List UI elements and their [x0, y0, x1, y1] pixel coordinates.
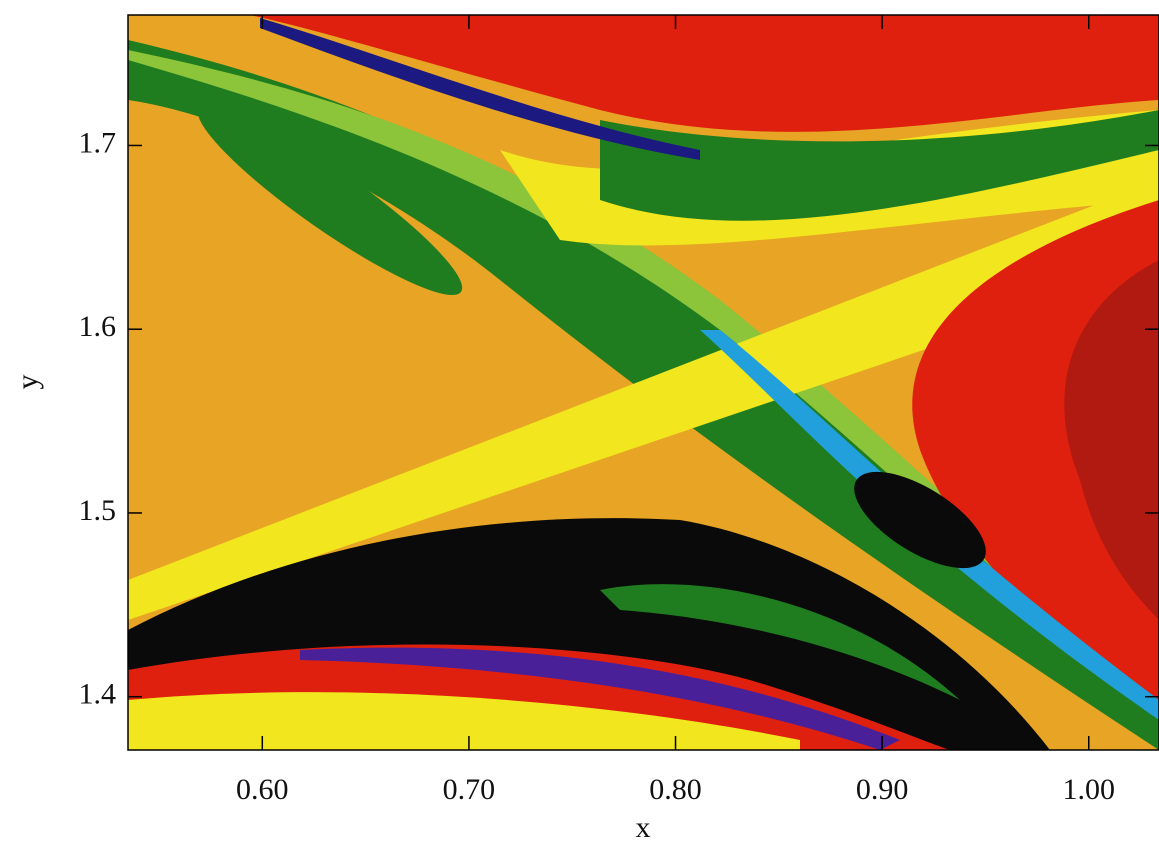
- y-tick-label: 1.7: [79, 126, 117, 159]
- x-tick-label: 0.60: [236, 773, 289, 806]
- y-axis-label: y: [11, 375, 44, 390]
- x-tick-label: 0.80: [649, 773, 702, 806]
- x-axis-label: x: [636, 811, 651, 844]
- basin-image: [128, 15, 1159, 750]
- x-tick-label: 0.70: [443, 773, 496, 806]
- y-tick-label: 1.4: [79, 678, 117, 711]
- y-tick-label: 1.6: [79, 310, 117, 343]
- y-tick-label: 1.5: [79, 494, 117, 527]
- page: x y 0.600.700.800.901.001.41.51.61.7 (()…: [0, 0, 1159, 854]
- chart: x y 0.60 0.70 0.80 0.90 1.00 1.4 1.5 1.6 1.7: [0, 0, 1159, 854]
- x-tick-label: 0.90: [856, 773, 909, 806]
- x-tick-label: 1.00: [1063, 773, 1116, 806]
